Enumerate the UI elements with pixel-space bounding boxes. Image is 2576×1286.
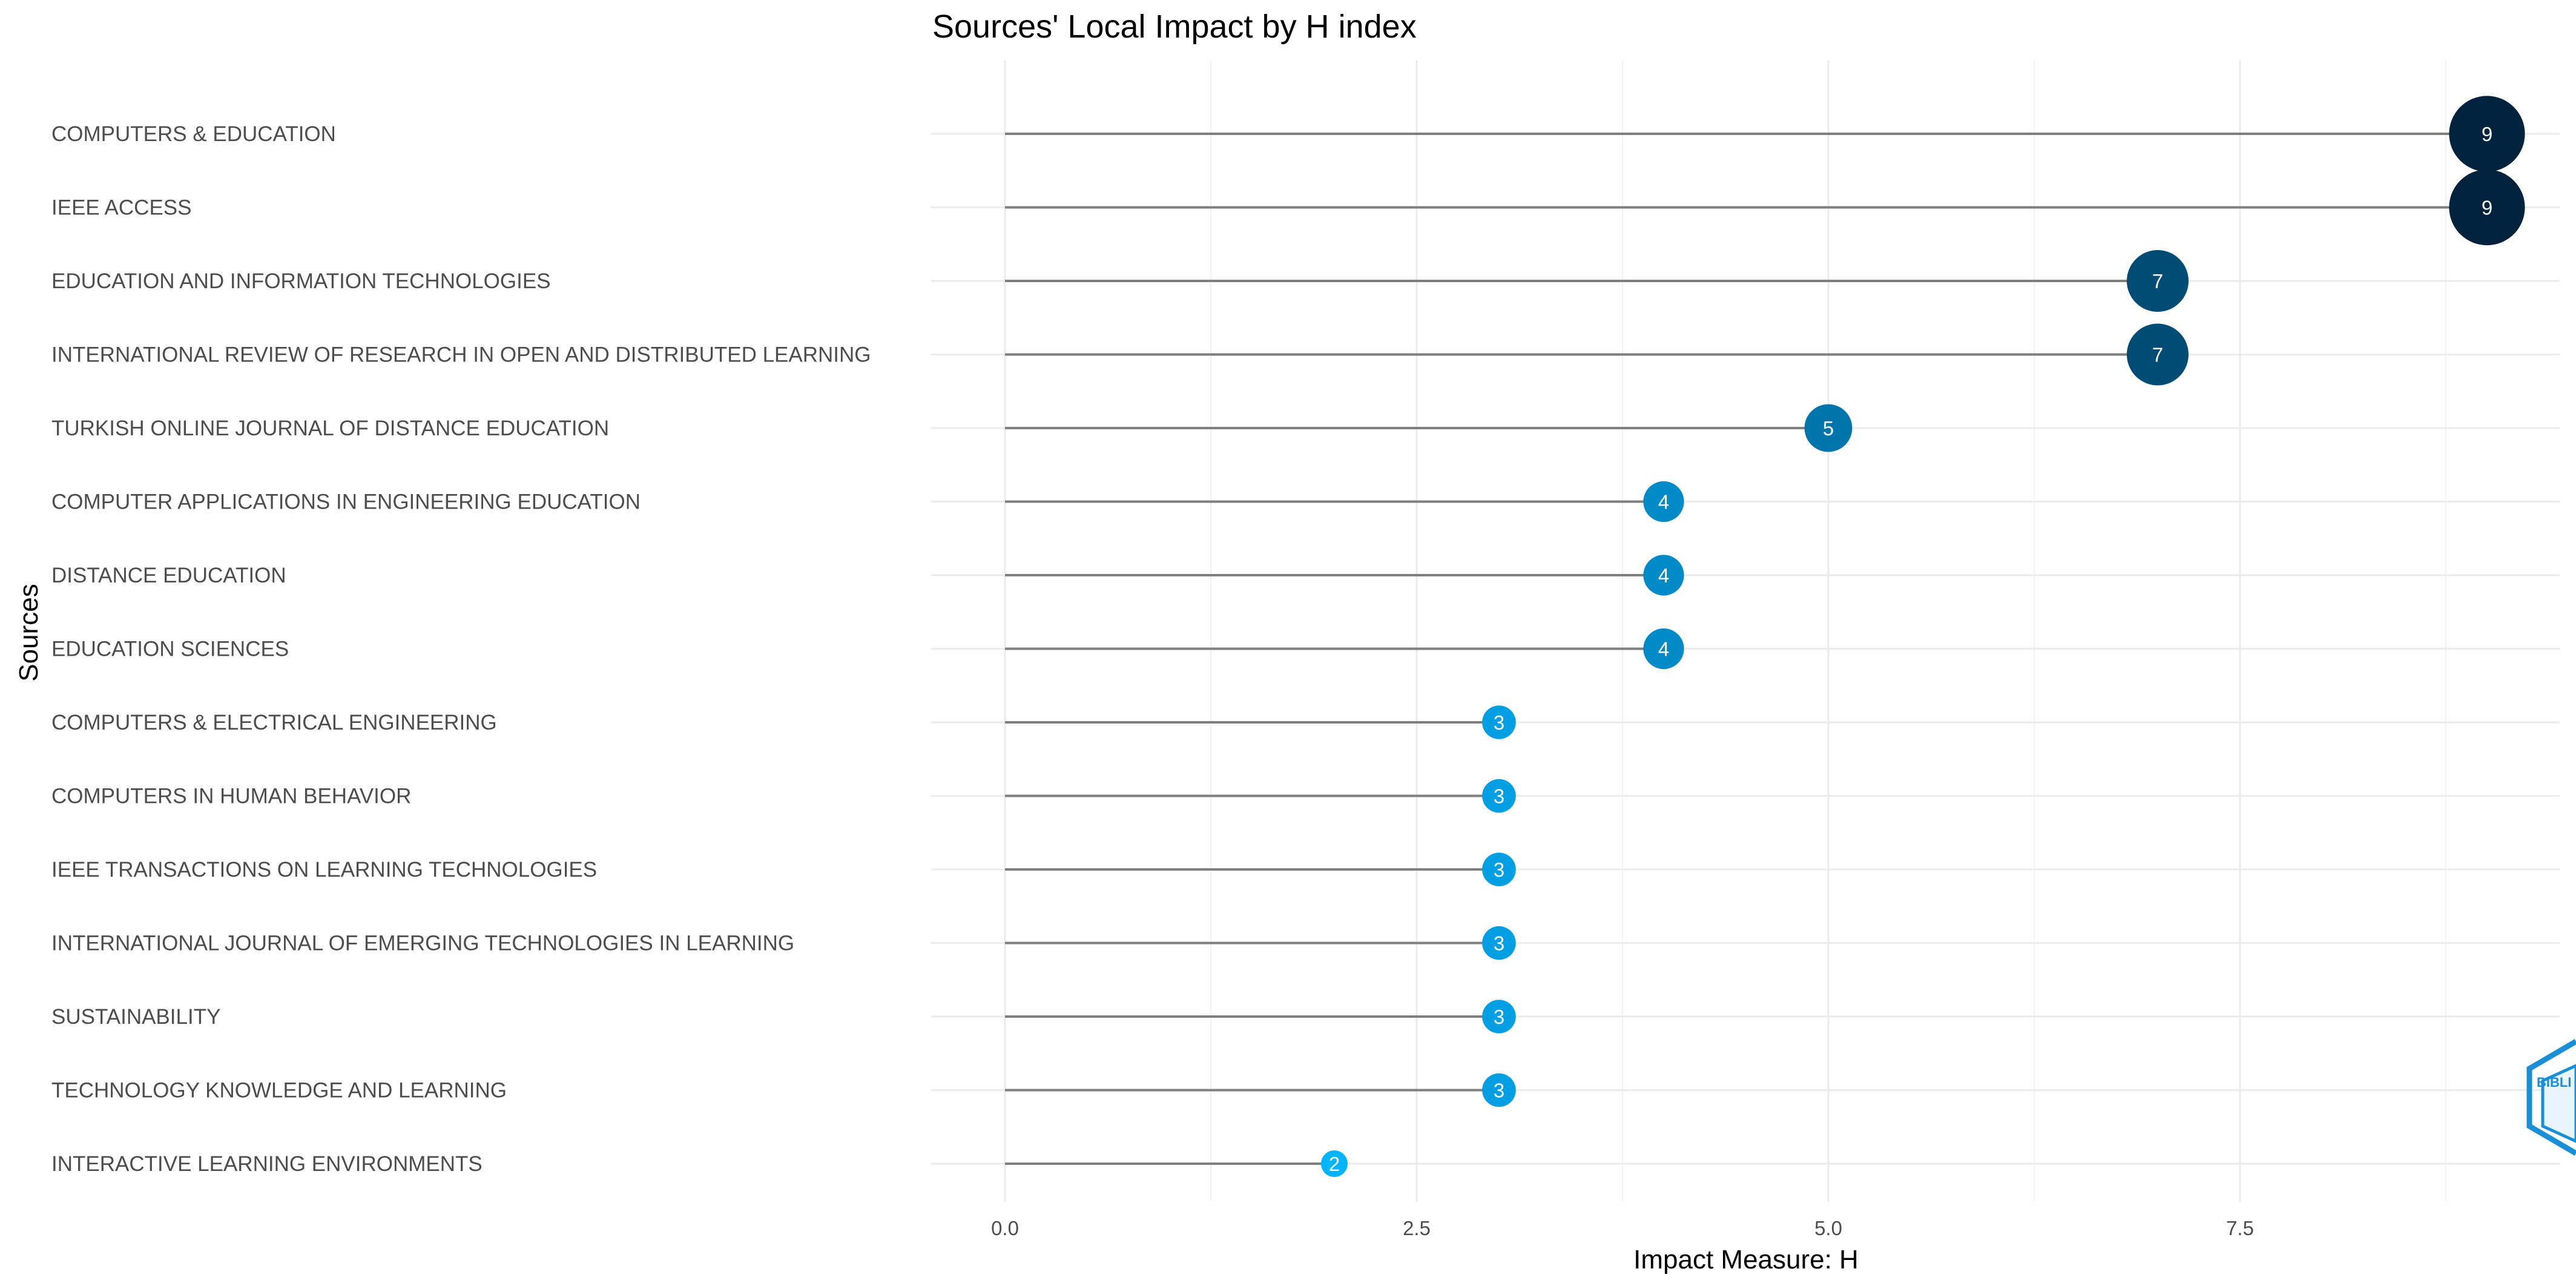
point-value-label: 3 <box>1494 785 1504 808</box>
point-value-label: 9 <box>2482 197 2492 219</box>
lollipop-point <box>1643 628 1684 670</box>
bibliometrix-logo-watermark: BIBLI <box>2526 1039 2576 1156</box>
source-label: COMPUTERS IN HUMAN BEHAVIOR <box>51 785 411 808</box>
lollipop-point <box>1643 481 1684 523</box>
source-label: DISTANCE EDUCATION <box>51 564 286 587</box>
x-axis-ticks: 0.0 2.5 5.0 7.5 <box>991 1217 2254 1239</box>
lollipop-point <box>1643 555 1684 596</box>
lollipop-point <box>1804 404 1853 452</box>
point-value-label: 3 <box>1494 859 1504 881</box>
source-label: TURKISH ONLINE JOURNAL OF DISTANCE EDUCA… <box>51 417 609 440</box>
source-label: EDUCATION AND INFORMATION TECHNOLOGIES <box>51 269 551 293</box>
point-value-label: 4 <box>1658 564 1669 587</box>
lollipop-point <box>1482 1073 1516 1107</box>
grid-lines <box>931 61 2560 1202</box>
chart-title: Sources' Local Impact by H index <box>932 8 1417 45</box>
lollipop-point <box>1482 1000 1516 1034</box>
x-tick-label: 0.0 <box>991 1217 1019 1239</box>
source-label: IEEE ACCESS <box>51 196 191 220</box>
y-axis-labels: COMPUTERS & EDUCATION IEEE ACCESS EDUCATIO… <box>51 122 871 1176</box>
point-value-label: 3 <box>1494 1006 1504 1028</box>
lollipop-point <box>1482 852 1516 886</box>
y-axis-title: Sources <box>14 584 44 681</box>
logo-text: BIBLI <box>2537 1075 2571 1090</box>
lollipop-point <box>2449 169 2525 246</box>
source-label: EDUCATION SCIENCES <box>51 638 289 661</box>
point-value-label: 7 <box>2152 344 2163 366</box>
lollipop-stems <box>1005 133 2487 1165</box>
point-value-label: 4 <box>1658 638 1669 661</box>
source-label: SUSTAINABILITY <box>51 1005 220 1029</box>
source-label: TECHNOLOGY KNOWLEDGE AND LEARNING <box>51 1079 507 1103</box>
lollipop-point <box>2449 96 2525 172</box>
point-value-label: 5 <box>1823 417 1834 440</box>
point-value-label: 3 <box>1494 1080 1504 1102</box>
source-label: INTERNATIONAL JOURNAL OF EMERGING TECHNO… <box>51 932 794 955</box>
point-value-label: 3 <box>1494 711 1504 734</box>
point-value-label: 9 <box>2482 123 2492 145</box>
source-label: INTERNATIONAL REVIEW OF RESEARCH IN OPEN… <box>51 343 871 367</box>
x-tick-label: 5.0 <box>1814 1217 1842 1239</box>
lollipop-points: 9 9 7 7 5 4 4 4 3 3 3 3 3 3 2 <box>1321 96 2525 1177</box>
lollipop-point <box>1482 779 1516 813</box>
lollipop-point <box>1482 705 1516 739</box>
source-label: INTERACTIVE LEARNING ENVIRONMENTS <box>51 1152 483 1176</box>
source-label: COMPUTERS & EDUCATION <box>51 122 336 146</box>
source-label: COMPUTERS & ELECTRICAL ENGINEERING <box>51 711 497 734</box>
point-value-label: 4 <box>1658 491 1669 513</box>
source-label: IEEE TRANSACTIONS ON LEARNING TECHNOLOGI… <box>51 858 597 882</box>
lollipop-point <box>2127 323 2189 386</box>
point-value-label: 3 <box>1494 932 1504 955</box>
source-label: COMPUTER APPLICATIONS IN ENGINEERING EDU… <box>51 490 641 514</box>
lollipop-point <box>1482 926 1516 960</box>
lollipop-point <box>2127 250 2189 312</box>
point-value-label: 2 <box>1329 1153 1340 1175</box>
logo-book-icon <box>2541 1064 2576 1143</box>
lollipop-point <box>1321 1150 1348 1177</box>
x-tick-label: 2.5 <box>1403 1217 1431 1239</box>
x-axis-title: Impact Measure: H <box>1633 1245 1859 1274</box>
point-value-label: 7 <box>2152 270 2163 292</box>
logo-hexagon-icon <box>2526 1039 2576 1156</box>
x-tick-label: 7.5 <box>2226 1217 2254 1239</box>
